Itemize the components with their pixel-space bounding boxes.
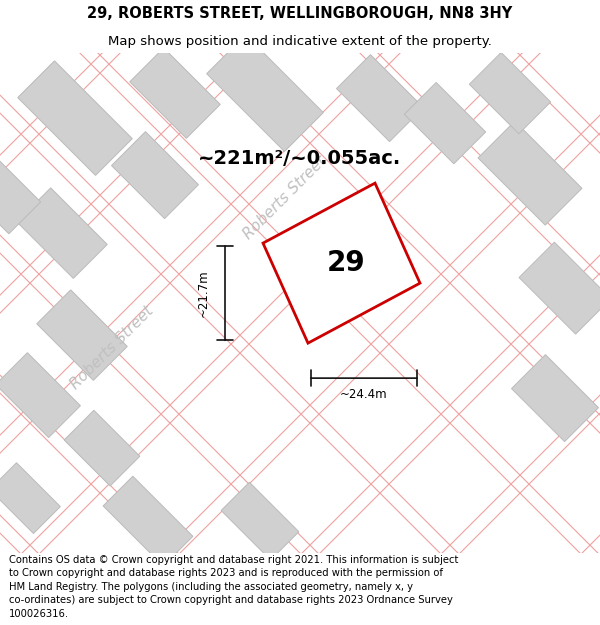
Text: Map shows position and indicative extent of the property.: Map shows position and indicative extent… <box>108 35 492 48</box>
Polygon shape <box>263 183 420 343</box>
Polygon shape <box>17 188 107 278</box>
Text: ~24.4m: ~24.4m <box>340 388 388 401</box>
Polygon shape <box>337 54 424 142</box>
Polygon shape <box>206 35 323 151</box>
Polygon shape <box>0 152 41 234</box>
Polygon shape <box>64 410 140 486</box>
Polygon shape <box>469 52 551 134</box>
Polygon shape <box>404 82 485 164</box>
Polygon shape <box>112 132 199 219</box>
Text: Contains OS data © Crown copyright and database right 2021. This information is : Contains OS data © Crown copyright and d… <box>9 554 458 619</box>
Polygon shape <box>0 352 80 437</box>
Polygon shape <box>221 482 299 560</box>
Polygon shape <box>18 61 132 176</box>
Polygon shape <box>103 476 193 566</box>
Polygon shape <box>130 48 220 138</box>
Polygon shape <box>0 462 61 534</box>
Polygon shape <box>519 242 600 334</box>
Text: ~221m²/~0.055ac.: ~221m²/~0.055ac. <box>199 149 401 168</box>
Text: 29, ROBERTS STREET, WELLINGBOROUGH, NN8 3HY: 29, ROBERTS STREET, WELLINGBOROUGH, NN8 … <box>88 6 512 21</box>
Polygon shape <box>37 290 127 381</box>
Text: 29: 29 <box>327 249 366 277</box>
Polygon shape <box>512 354 598 442</box>
Text: Roberts Street: Roberts Street <box>241 154 329 242</box>
Polygon shape <box>478 121 582 225</box>
Text: ~21.7m: ~21.7m <box>197 269 209 317</box>
Text: Roberts Street: Roberts Street <box>68 304 157 392</box>
